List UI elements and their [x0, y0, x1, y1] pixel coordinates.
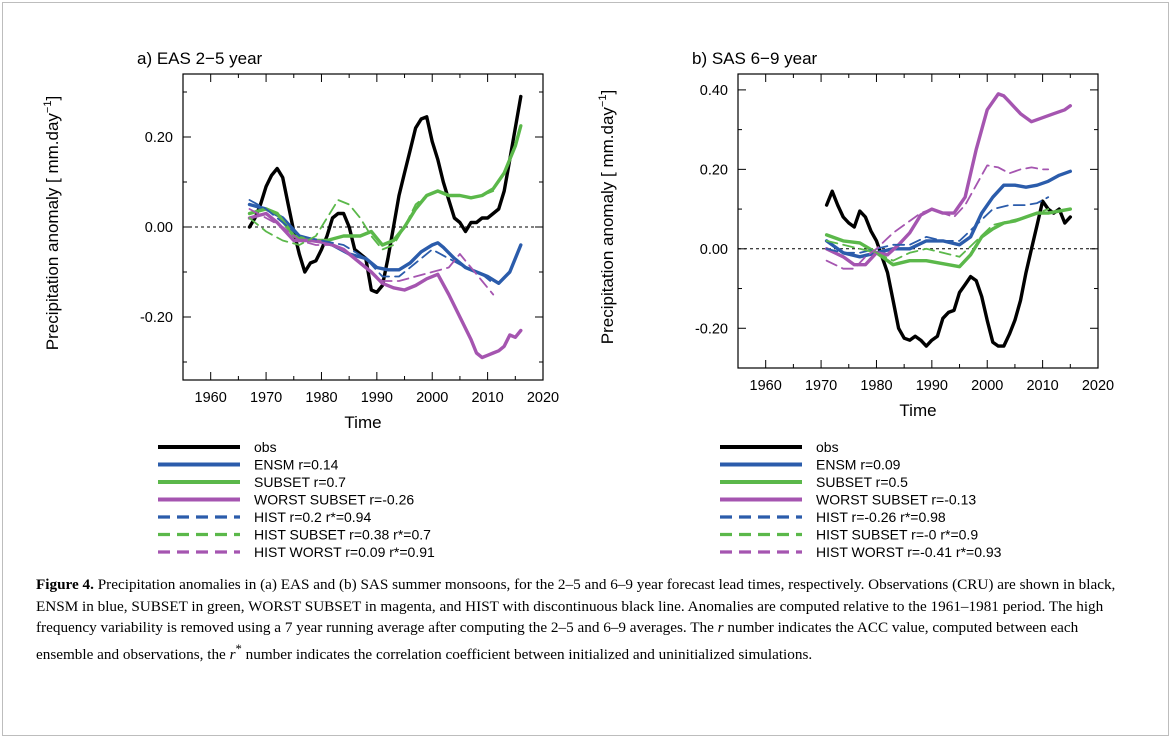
x-tick-label: 1970 — [805, 378, 837, 394]
x-tick-label: 2020 — [527, 390, 559, 406]
y-tick-label: -0.20 — [140, 310, 173, 326]
caption-r-symbol: r — [717, 619, 724, 636]
series-line-obs-0 — [824, 189, 1072, 348]
plot-frame — [737, 73, 1099, 369]
caption-part-3: number indicates the correlation coeffic… — [241, 645, 813, 663]
chart-title: a) EAS 2−5 year — [137, 49, 263, 68]
x-tick-label: 1990 — [361, 390, 393, 406]
x-tick-label: 1980 — [860, 378, 892, 394]
chart-panel-a: 1960 1970 1980 1990 2000 2010 2020 -0.20 0.00 0.2… — [42, 49, 559, 560]
x-tick-label: 1960 — [195, 390, 227, 406]
x-tick-label: 1960 — [750, 378, 782, 394]
x-tick-label: 2020 — [1082, 378, 1114, 394]
x-tick-label: 1970 — [250, 390, 282, 406]
legend-label: HIST WORST r=0.09 r*=0.91 — [254, 544, 435, 560]
y-tick-label: 0.00 — [700, 242, 728, 258]
legend-label: ENSM r=0.09 — [816, 457, 901, 473]
caption-rstar-sup: * — [235, 641, 242, 656]
x-tick-label: 1990 — [916, 378, 948, 394]
x-tick-label: 2010 — [1026, 378, 1058, 394]
legend-label: SUBSET r=0.5 — [816, 474, 908, 490]
chart-panel-b: 1960 1970 1980 1990 2000 2010 2020 -0.20 0.00 0.2… — [597, 49, 1114, 560]
series-line-hist-6 — [248, 208, 495, 296]
x-axis-label: Time — [899, 401, 936, 420]
y-tick-label: -0.20 — [695, 321, 728, 337]
legend-label: WORST SUBSET r=-0.13 — [816, 492, 976, 508]
series-line-worst-3 — [824, 92, 1072, 267]
figure-caption: Figure 4. Precipitation anomalies in (a)… — [36, 574, 1136, 665]
caption-rstar-symbol: r — [229, 645, 236, 663]
y-axis-label: Precipitation anomaly [ mm.day−1] — [597, 90, 617, 344]
legend-label: obs — [254, 439, 277, 455]
series-line-hist-4 — [825, 196, 1050, 254]
y-tick-label: 0.40 — [700, 83, 728, 99]
x-tick-label: 1980 — [305, 390, 337, 406]
x-tick-label: 2010 — [471, 390, 503, 406]
x-axis-label: Time — [344, 413, 381, 432]
x-tick-label: 2000 — [416, 390, 448, 406]
legend-label: SUBSET r=0.7 — [254, 474, 346, 490]
series-line-hist-5 — [825, 208, 1050, 262]
legend-label: WORST SUBSET r=-0.26 — [254, 492, 414, 508]
caption-part-1: Precipitation anomalies in (a) EAS and (… — [36, 576, 1116, 636]
legend-label: obs — [816, 439, 839, 455]
legend-label: HIST WORST r=-0.41 r*=0.93 — [816, 544, 1002, 560]
legend-label: HIST SUBSET r=-0 r*=0.9 — [816, 527, 978, 543]
caption-part-2: number indicates the ACC value, computed… — [36, 619, 1079, 663]
legend-label: HIST r=-0.26 r*=0.98 — [816, 509, 946, 525]
x-tick-label: 2000 — [971, 378, 1003, 394]
series-line-hist-4 — [248, 199, 495, 285]
series-line-worst-3 — [247, 211, 523, 360]
legend-label: HIST r=0.2 r*=0.94 — [254, 509, 371, 525]
y-tick-label: 0.00 — [145, 220, 173, 236]
legend-label: HIST SUBSET r=0.38 r*=0.7 — [254, 527, 431, 543]
chart-title: b) SAS 6−9 year — [692, 49, 818, 68]
figure-svg: 1960 1970 1980 1990 2000 2010 2020 -0.20 0.00 0.2… — [42, 49, 1114, 560]
figure-label: Figure 4. — [36, 576, 94, 593]
series-line-hist-5 — [248, 190, 495, 251]
y-tick-label: 0.20 — [700, 162, 728, 178]
y-tick-label: 0.20 — [145, 130, 173, 146]
series-line-hist-6 — [825, 164, 1050, 270]
legend-label: ENSM r=0.14 — [254, 457, 339, 473]
y-axis-label: Precipitation anomaly [ mm.day−1] — [42, 96, 62, 350]
